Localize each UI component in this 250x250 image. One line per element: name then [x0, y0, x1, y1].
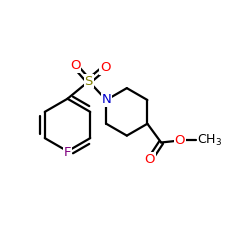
- Text: S: S: [84, 75, 93, 88]
- Text: CH$_3$: CH$_3$: [198, 133, 222, 148]
- Text: O: O: [100, 61, 110, 74]
- Text: O: O: [145, 153, 155, 166]
- Text: N: N: [102, 94, 111, 106]
- Text: O: O: [70, 59, 80, 72]
- Text: F: F: [64, 146, 71, 158]
- Text: O: O: [175, 134, 185, 147]
